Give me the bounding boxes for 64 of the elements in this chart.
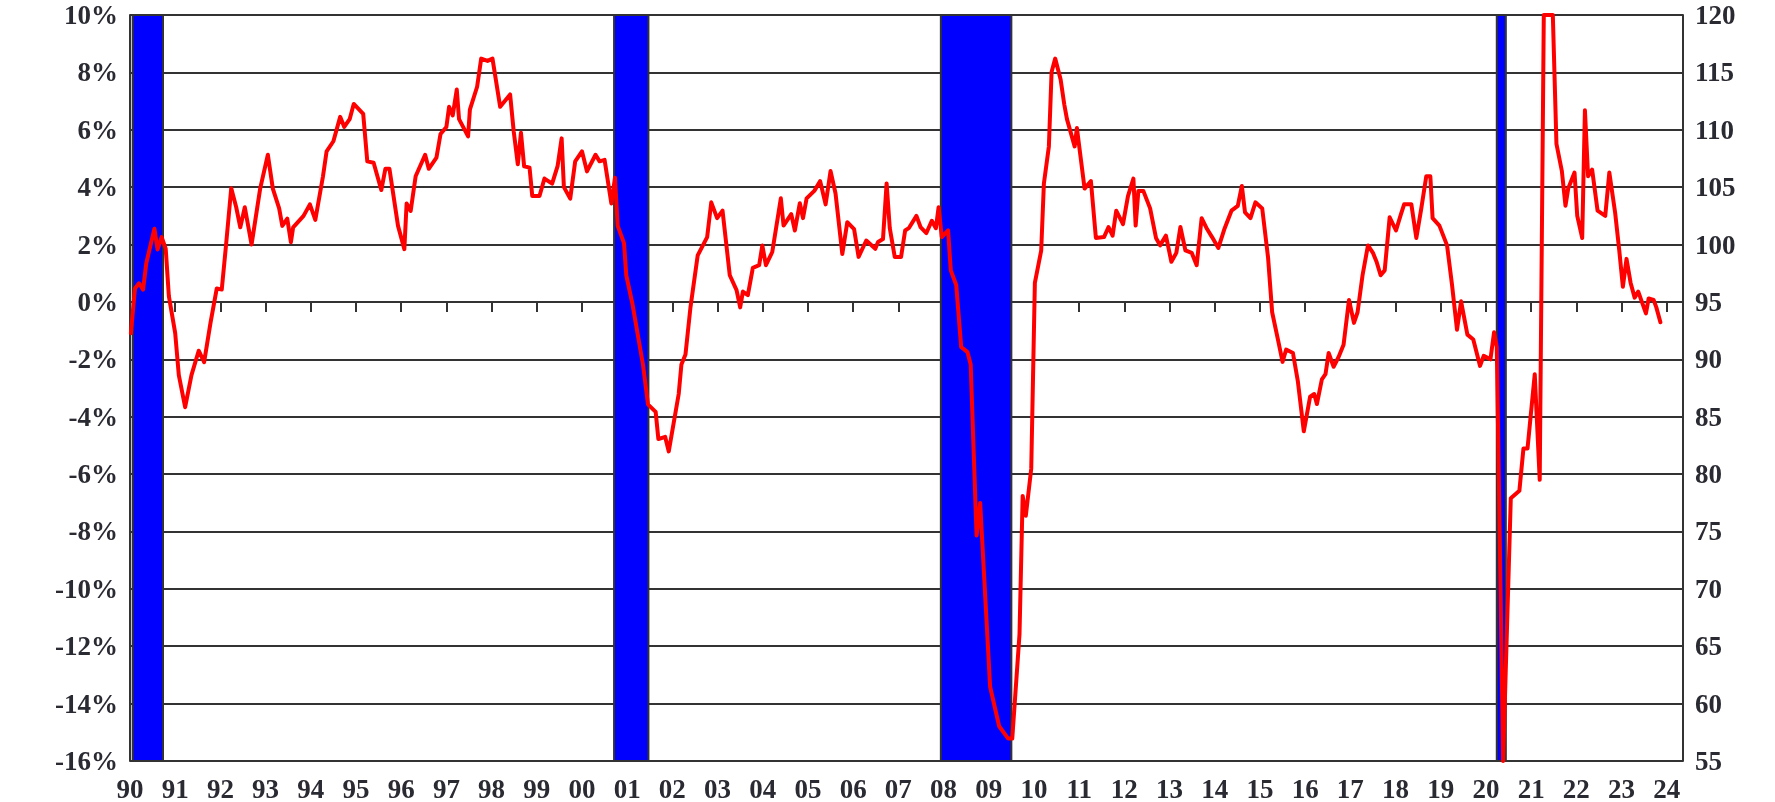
y2-tick-label: 95 [1695,286,1722,317]
x-tick-label: 90 [116,773,144,802]
y2-tick-label: 105 [1695,172,1736,203]
y-tick-label: 10% [64,0,118,30]
x-tick-label: 18 [1382,773,1410,802]
x-tick-label: 15 [1246,773,1274,802]
x-tick-label: 95 [342,773,370,802]
x-tick-label: 92 [206,773,234,802]
y2-tick-label: 90 [1695,344,1722,375]
y-tick-label: 6% [77,114,118,145]
y2-tick-label: 65 [1695,631,1722,662]
x-tick-label: 10 [1020,773,1048,802]
x-tick-label: 93 [252,773,280,802]
x-tick-label: 17 [1336,773,1364,802]
y-tick-label: -12% [55,631,118,662]
x-tick-label: 13 [1156,773,1184,802]
x-tick-label: 16 [1291,773,1319,802]
y-tick-label: 8% [77,57,118,88]
x-tick-label: 00 [568,773,596,802]
y2-tick-label: 60 [1695,688,1722,719]
x-tick-label: 96 [387,773,415,802]
x-tick-label: 03 [704,773,732,802]
y2-tick-label: 100 [1695,229,1736,260]
line-series [128,13,1663,763]
x-tick-label: 05 [794,773,822,802]
x-tick-label: 11 [1066,773,1092,802]
x-tick-label: 20 [1472,773,1500,802]
x-tick-label: 04 [749,773,777,802]
y-tick-label: -16% [55,746,118,776]
x-tick-label: 97 [432,773,460,802]
x-tick-label: 23 [1608,773,1636,802]
y2-tick-label: 120 [1695,0,1736,30]
x-tick-label: 02 [658,773,686,802]
x-tick-label: 07 [884,773,912,802]
y-tick-label: 2% [77,229,118,260]
x-tick-label: 19 [1427,773,1455,802]
x-tick-label: 22 [1562,773,1590,802]
y-tick-label: -10% [55,573,118,604]
y2-tick-label: 85 [1695,401,1722,432]
x-tick-label: 91 [161,773,189,802]
y-tick-label: -14% [55,688,118,719]
y2-tick-label: 75 [1695,516,1722,547]
y-tick-label: -2% [68,344,118,375]
y2-tick-label: 55 [1695,746,1722,776]
x-tick-label: 08 [930,773,958,802]
x-tick-label: 01 [613,773,641,802]
x-tick-label: 06 [839,773,867,802]
x-tick-label: 14 [1201,773,1229,802]
x-tick-label: 99 [523,773,551,802]
y-tick-label: 0% [77,286,118,317]
y-tick-label: -6% [68,459,118,490]
x-tick-label: 21 [1517,773,1545,802]
y2-tick-label: 70 [1695,573,1722,604]
y2-tick-label: 115 [1695,57,1735,88]
x-tick-label: 24 [1653,773,1681,802]
y2-tick-label: 110 [1695,114,1735,145]
y-tick-label: -8% [68,516,118,547]
x-tick-label: 94 [297,773,325,802]
y-tick-label: -4% [68,401,118,432]
y-tick-label: 4% [77,172,118,203]
x-tick-label: 98 [478,773,506,802]
y2-tick-label: 80 [1695,459,1722,490]
x-tick-label: 09 [975,773,1003,802]
x-tick-label: 12 [1110,773,1138,802]
